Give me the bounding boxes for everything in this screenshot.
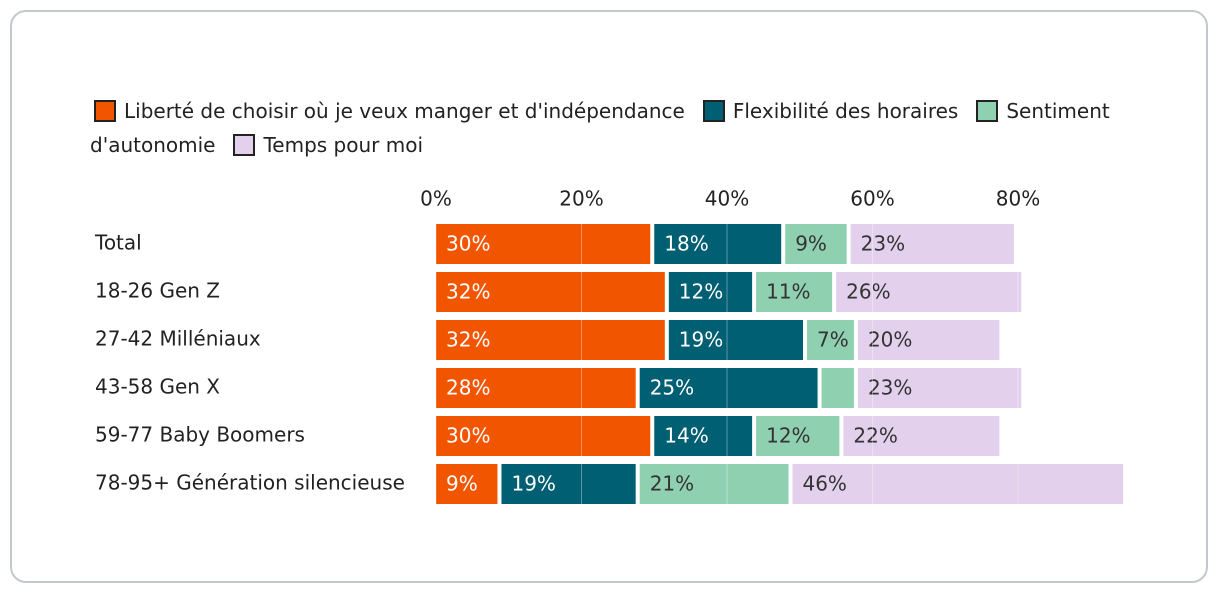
value-label: 25% — [650, 376, 694, 400]
value-label: 21% — [650, 472, 694, 496]
bar-segment — [639, 368, 818, 408]
value-label: 30% — [446, 232, 490, 256]
category-label: Total — [94, 231, 142, 255]
value-label: 14% — [664, 424, 708, 448]
bar-segment — [668, 320, 804, 360]
category-label: 27-42 Milléniaux — [95, 327, 261, 351]
value-label: 20% — [868, 328, 912, 352]
bar-segment — [436, 368, 636, 408]
category-label: 18-26 Gen Z — [95, 279, 220, 303]
bar-segment — [821, 368, 854, 408]
bar-segment — [654, 416, 753, 456]
bar-segment — [792, 464, 1124, 504]
legend-label: Sentiment d'autonomie — [90, 99, 1110, 157]
category-label: 78-95+ Génération silencieuse — [95, 471, 405, 495]
bar-segment — [436, 416, 651, 456]
value-label: 32% — [446, 280, 490, 304]
value-label: 7% — [817, 328, 849, 352]
legend-item: Sentiment d'autonomie — [90, 99, 1110, 157]
value-label: 9% — [795, 232, 827, 256]
legend-item: Liberté de choisir où je veux manger et … — [90, 99, 685, 123]
legend-label: Liberté de choisir où je veux manger et … — [124, 99, 685, 123]
legend-swatch — [976, 100, 999, 122]
bar-segment — [436, 224, 651, 264]
category-label: 43-58 Gen X — [95, 375, 220, 399]
bar-segment — [654, 224, 782, 264]
bar-segment — [857, 320, 1000, 360]
legend-label: Flexibilité des horaires — [732, 99, 959, 123]
bar-segment — [668, 272, 753, 312]
bar-segment — [807, 320, 854, 360]
value-label: 22% — [853, 424, 897, 448]
value-label: 11% — [766, 280, 810, 304]
bar-segment — [436, 320, 665, 360]
value-label: 32% — [446, 328, 490, 352]
bar-segment — [857, 368, 1022, 408]
x-tick-label: 0% — [420, 187, 452, 211]
bar-segment — [639, 464, 789, 504]
legend-item: Temps pour moi — [229, 133, 423, 157]
x-tick-label: 60% — [850, 187, 894, 211]
bar-segment — [836, 272, 1022, 312]
legend-item: Flexibilité des horaires — [699, 99, 959, 123]
bar-segment — [436, 464, 498, 504]
bar-segment — [436, 272, 665, 312]
x-tick-label: 80% — [996, 187, 1040, 211]
value-label: 12% — [679, 280, 723, 304]
category-label: 59-77 Baby Boomers — [95, 423, 305, 447]
legend-swatch — [233, 134, 256, 156]
legend: Liberté de choisir où je veux manger et … — [90, 94, 1120, 162]
value-label: 46% — [802, 472, 846, 496]
value-label: 12% — [766, 424, 810, 448]
value-label: 23% — [861, 232, 905, 256]
x-tick-label: 20% — [559, 187, 603, 211]
bar-segment — [756, 416, 840, 456]
value-label: 18% — [664, 232, 708, 256]
bar-segment — [785, 224, 847, 264]
bar-segment — [501, 464, 636, 504]
x-tick-label: 40% — [705, 187, 749, 211]
value-label: 30% — [446, 424, 490, 448]
bar-segment — [756, 272, 833, 312]
value-label: 23% — [868, 376, 912, 400]
value-label: 19% — [679, 328, 723, 352]
legend-swatch — [94, 100, 116, 122]
bar-segment — [850, 224, 1014, 264]
card — [10, 10, 1208, 583]
value-label: 26% — [846, 280, 890, 304]
value-label: 19% — [511, 472, 555, 496]
value-label: 9% — [446, 472, 478, 496]
legend-label: Temps pour moi — [263, 133, 424, 157]
value-label: 28% — [446, 376, 490, 400]
bar-segment — [843, 416, 1000, 456]
legend-swatch — [702, 100, 725, 122]
